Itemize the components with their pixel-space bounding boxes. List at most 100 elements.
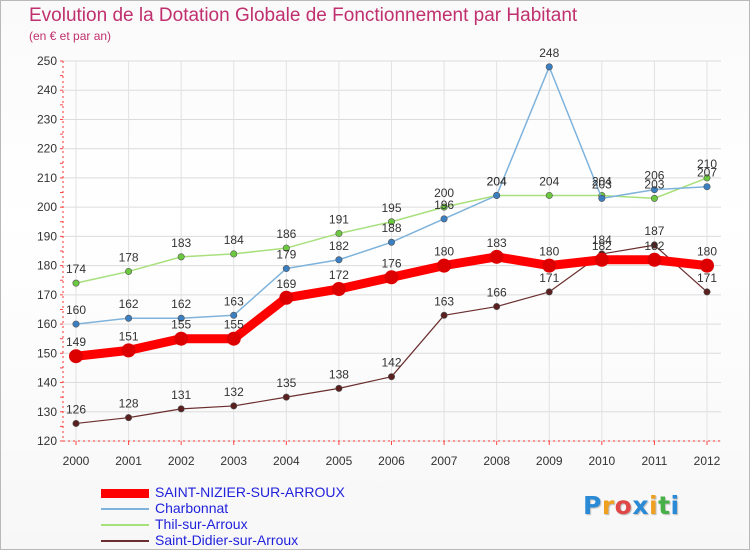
data-point [174, 331, 189, 346]
data-point [703, 288, 711, 296]
data-label: 183 [171, 236, 191, 250]
data-point [387, 238, 395, 246]
data-point [177, 253, 185, 261]
x-tick-label: 2000 [63, 454, 90, 468]
data-label: 166 [487, 286, 507, 300]
data-label: 196 [434, 198, 454, 212]
data-point [72, 320, 80, 328]
legend-swatch-charbonnat [101, 508, 149, 510]
data-label: 186 [276, 227, 296, 241]
chart-title: Evolution de la Dotation Globale de Fonc… [29, 5, 578, 26]
data-label: 184 [592, 233, 612, 247]
data-point [545, 288, 553, 296]
data-label: 126 [66, 402, 86, 416]
data-label: 128 [119, 397, 139, 411]
data-label: 180 [697, 245, 717, 259]
y-tick-label: 230 [37, 112, 57, 126]
legend-label-charbonnat: Charbonnat [155, 500, 229, 516]
data-point [650, 186, 658, 194]
data-label: 187 [644, 224, 664, 238]
x-tick-label: 2006 [378, 454, 405, 468]
data-label: 178 [119, 250, 139, 264]
data-point [125, 414, 133, 422]
logo-letter: o [614, 491, 633, 520]
data-label: 132 [224, 385, 244, 399]
data-point [598, 194, 606, 202]
data-point [437, 258, 452, 273]
data-label: 203 [644, 177, 664, 191]
data-point [387, 218, 395, 226]
data-label: 182 [329, 239, 349, 253]
x-tick-label: 2012 [694, 454, 721, 468]
data-label: 138 [329, 367, 349, 381]
y-tick-label: 200 [37, 200, 57, 214]
data-label: 248 [539, 46, 559, 60]
data-label: 162 [119, 297, 139, 311]
data-point [279, 290, 294, 305]
data-point [489, 249, 504, 264]
data-label: 149 [66, 335, 86, 349]
data-label: 155 [171, 318, 191, 332]
data-label: 163 [434, 294, 454, 308]
x-tick-label: 2010 [588, 454, 615, 468]
data-label: 171 [539, 271, 559, 285]
data-label: 179 [276, 248, 296, 262]
data-point [230, 402, 238, 410]
data-point [387, 373, 395, 381]
legend-swatch-saint-didier [101, 540, 149, 542]
data-label: 155 [224, 318, 244, 332]
data-label: 204 [592, 174, 612, 188]
y-tick-label: 220 [37, 142, 57, 156]
x-tick-label: 2002 [168, 454, 195, 468]
y-tick-label: 140 [37, 376, 57, 390]
x-tick-label: 2004 [273, 454, 300, 468]
data-point [700, 258, 714, 273]
legend-label-saint-nizier: SAINT-NIZIER-SUR-ARROUX [155, 484, 345, 500]
y-tick-label: 160 [37, 317, 57, 331]
logo-letter: P [583, 491, 602, 520]
data-point [493, 191, 501, 199]
data-point [125, 314, 133, 322]
data-point [703, 183, 711, 191]
data-label: 135 [276, 376, 296, 390]
data-point [230, 250, 238, 258]
data-point [121, 343, 136, 358]
data-label: 188 [381, 221, 401, 235]
x-tick-label: 2005 [326, 454, 353, 468]
logo-letter: x [632, 491, 649, 520]
legend-swatch-thil [101, 524, 149, 526]
y-tick-label: 180 [37, 259, 57, 273]
data-point [72, 419, 80, 427]
data-point [230, 311, 238, 319]
data-label: 162 [171, 297, 191, 311]
data-point [335, 256, 343, 264]
data-label: 206 [644, 169, 664, 183]
data-point [125, 267, 133, 275]
data-point [335, 384, 343, 392]
data-label: 191 [329, 212, 349, 226]
y-tick-label: 250 [37, 54, 57, 68]
data-point [282, 244, 290, 252]
data-point [177, 314, 185, 322]
data-point [493, 303, 501, 311]
data-label: 163 [224, 294, 244, 308]
x-tick-label: 2011 [642, 454, 668, 468]
data-point [335, 229, 343, 237]
data-label: 200 [434, 186, 454, 200]
data-point [440, 215, 448, 223]
y-tick-label: 120 [37, 434, 57, 448]
data-label: 210 [697, 157, 717, 171]
data-label: 169 [276, 277, 296, 291]
data-point [69, 349, 83, 364]
y-tick-label: 150 [37, 346, 57, 360]
proxiti-logo: Proxiti [583, 491, 680, 520]
data-label: 195 [381, 201, 401, 215]
data-point [650, 194, 658, 202]
data-point [545, 191, 553, 199]
data-label: 204 [487, 174, 507, 188]
data-label: 203 [592, 177, 612, 191]
legend-label-saint-didier: Saint-Didier-sur-Arroux [155, 532, 299, 548]
logo-letter: i [670, 491, 680, 520]
data-label: 171 [697, 271, 717, 285]
